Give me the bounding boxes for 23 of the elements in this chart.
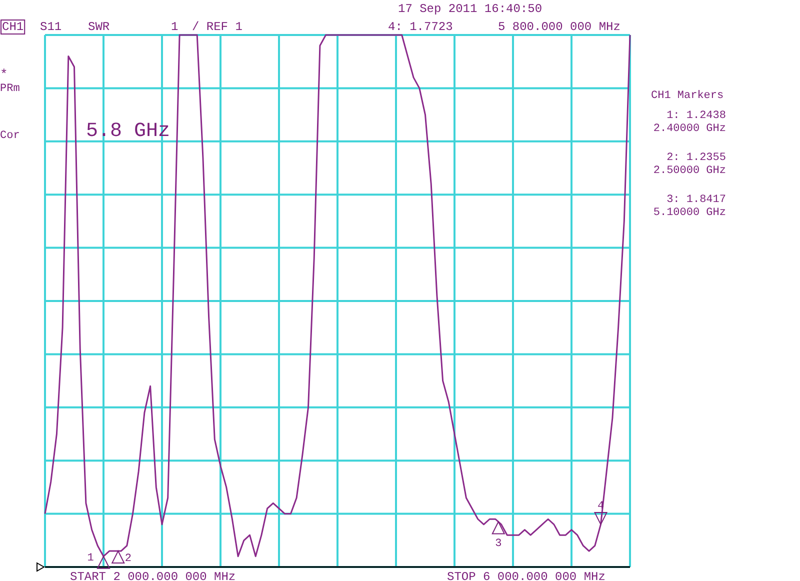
annotation: 1 (87, 552, 94, 564)
annotation: 2 (124, 553, 132, 566)
text: 5 800.000 000 MHz (498, 20, 620, 34)
text: * (0, 67, 8, 82)
text: 1: 1.2438 (666, 110, 726, 122)
text: 2.40000 GHz (653, 123, 726, 135)
text: PRm (0, 83, 20, 95)
annotation: 3 (495, 538, 502, 550)
text: 17 Sep 2011 16:40:50 (398, 2, 542, 16)
text: 5.10000 GHz (653, 207, 726, 219)
text: S11 (40, 20, 62, 34)
text: STOP 6 000.000 000 MHz (447, 570, 606, 581)
text: Cor (0, 130, 20, 142)
text: 3: 1.8417 (666, 194, 726, 206)
text: 1 (171, 20, 178, 34)
text: CH1 Markers (651, 90, 724, 102)
text: 4: 1.7723 (388, 20, 453, 34)
text: SWR (88, 20, 110, 34)
text: / REF 1 (192, 20, 242, 34)
text: CH1 (2, 20, 24, 34)
text: 2: 1.2355 (666, 152, 726, 164)
text: START 2 000.000 000 MHz (70, 570, 236, 581)
text: 2.50000 GHz (653, 165, 726, 177)
